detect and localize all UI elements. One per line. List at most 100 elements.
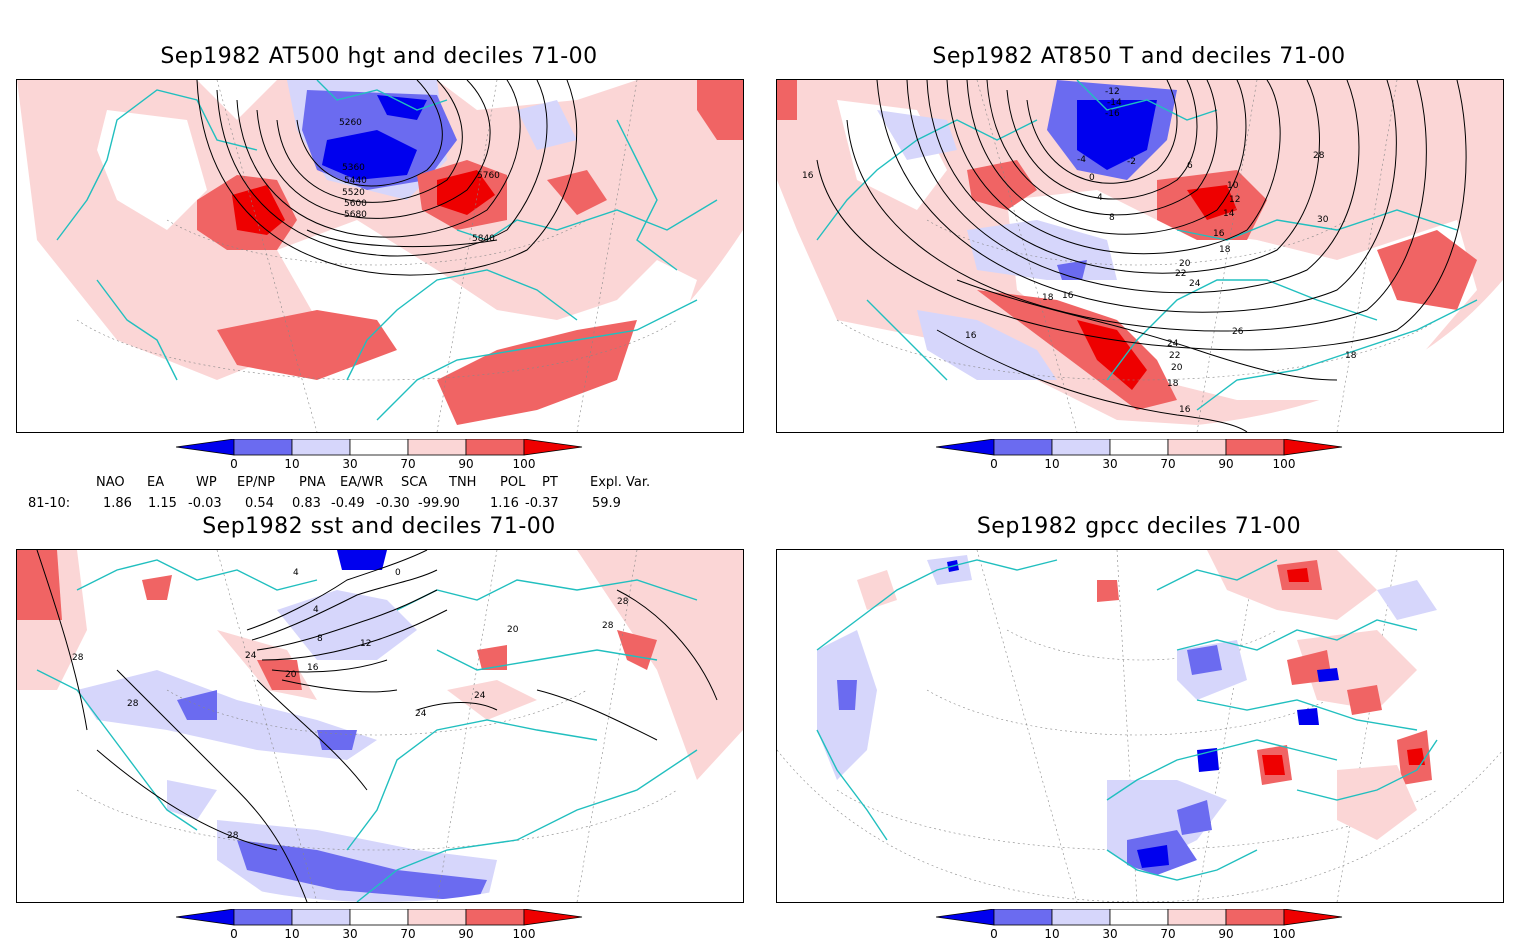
- contour-label: 24: [245, 651, 257, 661]
- contour-label: 5260: [339, 118, 362, 128]
- colorbar-tick: 10: [1044, 457, 1059, 471]
- index-row-label: 81-10:: [28, 496, 71, 511]
- panel-1-title: Sep1982 AT500 hgt and deciles 71-00: [160, 44, 598, 69]
- light-blue-field: [77, 670, 377, 760]
- contour-label: 28: [617, 597, 629, 607]
- colorbar-tick: 100: [1273, 457, 1296, 471]
- outside-hemisphere: [17, 280, 743, 432]
- contour-label: 18: [1167, 379, 1179, 389]
- contour-label: 16: [965, 331, 977, 341]
- index-value: -0.37: [525, 496, 559, 511]
- light-blue-field: [877, 110, 957, 160]
- colorbar-tick: 30: [1102, 457, 1117, 471]
- contour-label: 16: [1179, 405, 1191, 415]
- colorbar-tick: 70: [400, 927, 415, 940]
- deep-red-field: [232, 185, 285, 235]
- white-gap: [97, 110, 207, 230]
- contour-label: 5760: [477, 171, 500, 181]
- index-value: -0.03: [188, 496, 222, 511]
- colorbar-tick: 30: [342, 457, 357, 471]
- contour-label: 4: [293, 568, 299, 578]
- map-panel-sst: 4 0 4 8 12 16 20 24 24 20 24 28 28 28 28…: [16, 549, 744, 903]
- index-header: PNA: [299, 475, 326, 490]
- colorbar-tick: 0: [990, 457, 998, 471]
- light-red-field: [577, 550, 743, 780]
- colorbar-tick: 30: [342, 927, 357, 940]
- contour-label: 24: [1167, 339, 1179, 349]
- contour-label: 8: [1109, 213, 1115, 223]
- index-value: 1.16: [490, 496, 519, 511]
- contour-label: 10: [1227, 181, 1239, 191]
- colorbar-2: 0 10 30 70 90 100: [935, 438, 1356, 477]
- light-red-field: [17, 80, 743, 380]
- graticule: [777, 550, 1503, 902]
- mid-red-field: [697, 80, 743, 140]
- mid-red-field: [17, 550, 62, 620]
- contour-label: -12: [1105, 87, 1120, 97]
- contour-label: 18: [1345, 351, 1357, 361]
- colorbar-tick: 70: [1160, 457, 1175, 471]
- contour-label: 5680: [344, 210, 367, 220]
- index-header: POL: [500, 475, 526, 490]
- colorbar-tick: 100: [513, 457, 536, 471]
- contour-label: 14: [1223, 209, 1235, 219]
- contour-label: 20: [1179, 259, 1191, 269]
- index-header: NAO: [96, 475, 125, 490]
- light-blue-field: [277, 590, 417, 660]
- deep-red-field: [1077, 320, 1147, 390]
- index-header: TNH: [449, 475, 477, 490]
- panel-3-title: Sep1982 sst and deciles 71-00: [202, 514, 556, 539]
- colorbar-tick: 10: [284, 457, 299, 471]
- deep-blue-field: [1077, 100, 1157, 170]
- coastlines: [816, 559, 1438, 881]
- contour-label: 12: [360, 639, 371, 649]
- contour-label: 5600: [344, 199, 367, 209]
- outside-hemisphere: [17, 750, 743, 902]
- map-panel-hgt500: 5260 5360 5440 5520 5600 5680 5760 5840: [16, 79, 744, 433]
- index-value: 0.54: [245, 496, 274, 511]
- contour-label: 0: [395, 568, 401, 578]
- contour-label: 20: [1171, 363, 1183, 373]
- light-blue-field: [167, 780, 217, 820]
- contour-label: 12: [1229, 195, 1240, 205]
- contour-label: 16: [802, 171, 814, 181]
- mid-red-field: [142, 575, 172, 600]
- colorbar-tick: 70: [400, 457, 415, 471]
- graticule: [76, 550, 678, 902]
- contour-label: 16: [1062, 291, 1074, 301]
- panel-4-title: Sep1982 gpcc deciles 71-00: [976, 514, 1302, 539]
- contour-label: -2: [1127, 157, 1136, 167]
- index-header: WP: [196, 475, 217, 490]
- graticule: [76, 80, 678, 432]
- index-value: 59.9: [592, 496, 621, 511]
- index-header: Expl. Var.: [590, 475, 651, 490]
- contour-label: 0: [1089, 173, 1095, 183]
- deep-blue-field: [377, 95, 427, 120]
- contour-label: -4: [1077, 155, 1086, 165]
- outside-hemisphere: [777, 750, 1503, 902]
- colorbar-tick: 90: [458, 457, 473, 471]
- contour-lines: [36, 550, 718, 902]
- index-header: SCA: [401, 475, 428, 490]
- precip-patches: [817, 550, 1437, 875]
- light-blue-field: [917, 310, 1057, 380]
- contour-label: 5440: [344, 176, 367, 186]
- colorbar-tick: 70: [1160, 927, 1175, 940]
- contour-label: 4: [313, 605, 319, 615]
- index-value: 1.86: [103, 496, 132, 511]
- index-header: EP/NP: [237, 475, 275, 490]
- panel-2-title: Sep1982 AT850 T and deciles 71-00: [932, 44, 1346, 69]
- contour-label: 18: [1042, 293, 1054, 303]
- contour-label: 24: [415, 709, 427, 719]
- index-value: -0.30: [376, 496, 410, 511]
- colorbar-tick: 100: [513, 927, 536, 940]
- contour-label: 28: [227, 831, 239, 841]
- mid-red-field: [777, 80, 797, 120]
- colorbar-tick: 90: [1218, 927, 1233, 940]
- contour-label: 24: [474, 691, 486, 701]
- contour-label: 5360: [342, 163, 365, 173]
- colorbar-tick: 30: [1102, 927, 1117, 940]
- index-header: PT: [542, 475, 558, 490]
- mid-blue-field: [317, 730, 357, 750]
- contour-label: 20: [285, 670, 297, 680]
